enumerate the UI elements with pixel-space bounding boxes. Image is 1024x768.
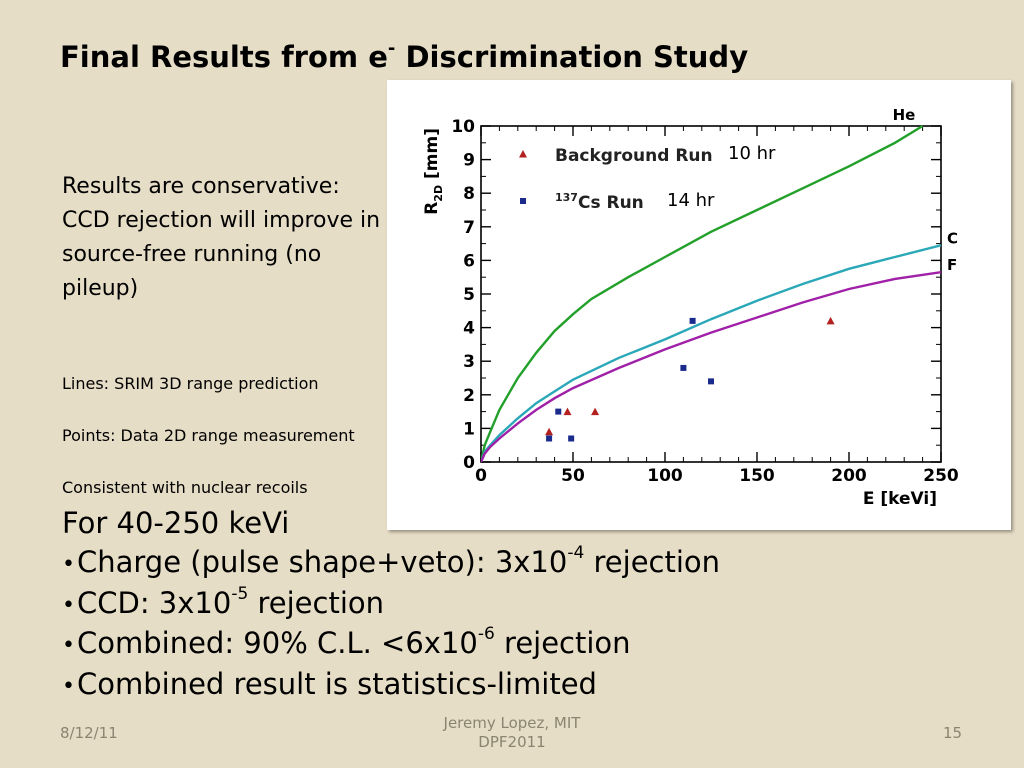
curve-f bbox=[481, 271, 941, 462]
legend-duration: 10 hr bbox=[728, 143, 776, 164]
curve-c bbox=[481, 244, 941, 462]
y-tick-label: 9 bbox=[463, 151, 475, 171]
y-axis-label: R2D [mm] bbox=[422, 128, 445, 215]
bullet-tail: rejection bbox=[248, 586, 385, 620]
bullet-text: Combined result is statistics-limited bbox=[76, 667, 597, 701]
range-heading: For 40-250 keVi bbox=[62, 506, 290, 540]
data-point-cs bbox=[680, 364, 687, 371]
data-point-cs bbox=[708, 378, 714, 385]
data-point-cs bbox=[568, 435, 575, 442]
legend-duration: 14 hr bbox=[667, 190, 715, 211]
x-tick-label: 150 bbox=[739, 466, 775, 486]
curve-label-c: C bbox=[947, 229, 958, 247]
footer-author: Jeremy Lopez, MIT DPF2011 bbox=[412, 714, 612, 752]
legend-marker-cs bbox=[520, 198, 526, 204]
y-tick-label: 5 bbox=[463, 285, 475, 305]
bullet-exponent: -6 bbox=[477, 624, 495, 644]
footer-date: 8/12/11 bbox=[60, 724, 118, 742]
curve-label-he: He bbox=[893, 106, 916, 124]
chart-svg: 0 50 100 150 200 250 0 1 2 3 4 5 6 7 8 9 10 E [keVi] R2D [… bbox=[422, 106, 959, 509]
bullet-exponent: -4 bbox=[567, 543, 585, 563]
data-point-background bbox=[591, 407, 600, 416]
y-tick-label: 10 bbox=[451, 117, 475, 137]
y-tick-label: 8 bbox=[463, 184, 475, 204]
y-tick-label: 6 bbox=[463, 251, 475, 271]
bullet-tail: rejection bbox=[584, 545, 721, 579]
bullet-dot: • bbox=[62, 551, 75, 577]
note-points: Points: Data 2D range measurement bbox=[62, 426, 355, 445]
slide-title: Final Results from e- Discrimination Stu… bbox=[60, 38, 749, 74]
results-paragraph: Results are conservative: CCD rejection … bbox=[62, 174, 381, 301]
bullet-item: •Charge (pulse shape+veto): 3x10-4 rejec… bbox=[62, 543, 721, 579]
bullet-item: •CCD: 3x10-5 rejection bbox=[62, 584, 385, 620]
y-tick-label: 2 bbox=[463, 386, 475, 406]
bullet-dot: • bbox=[62, 632, 75, 658]
x-axis-label: E [keVi] bbox=[863, 489, 937, 509]
footer-page-number: 15 bbox=[943, 724, 963, 742]
bullet-item: •Combined result is statistics-limited bbox=[62, 667, 597, 701]
legend-label: 137Cs Run bbox=[555, 191, 644, 213]
curve-label-f: F bbox=[947, 256, 957, 274]
data-point-background bbox=[545, 427, 554, 436]
footer-author-line1: Jeremy Lopez, MIT bbox=[443, 714, 581, 732]
legend-label: Background Run bbox=[555, 146, 713, 166]
y-tick-label: 3 bbox=[463, 352, 475, 372]
footer-author-line2: DPF2011 bbox=[478, 733, 546, 751]
data-point-cs bbox=[546, 435, 553, 442]
x-tick-label: 250 bbox=[923, 466, 959, 486]
y-tick-label: 7 bbox=[463, 218, 475, 238]
x-tick-label: 0 bbox=[475, 466, 487, 486]
data-point-cs bbox=[689, 317, 696, 324]
note-lines: Lines: SRIM 3D range prediction bbox=[62, 374, 319, 393]
data-point-background bbox=[563, 407, 572, 416]
bullet-text: CCD: 3x10 bbox=[76, 586, 232, 620]
x-tick-label: 200 bbox=[831, 466, 867, 486]
bullet-dot: • bbox=[62, 673, 75, 699]
bullet-exponent: -5 bbox=[231, 584, 249, 604]
bullet-item: •Combined: 90% C.L. <6x10-6 rejection bbox=[62, 624, 631, 660]
y-tick-label: 4 bbox=[463, 319, 475, 339]
range-chart: 0 50 100 150 200 250 0 1 2 3 4 5 6 7 8 9 10 E [keVi] R2D [… bbox=[387, 80, 1011, 530]
x-tick-label: 50 bbox=[561, 466, 585, 486]
x-tick-label: 100 bbox=[647, 466, 683, 486]
bullet-text: Charge (pulse shape+veto): 3x10 bbox=[76, 545, 568, 579]
y-tick-label: 1 bbox=[463, 419, 475, 439]
plot-frame bbox=[480, 125, 942, 463]
curve-he bbox=[481, 124, 924, 462]
note-consistent: Consistent with nuclear recoils bbox=[62, 478, 308, 497]
legend-marker-background bbox=[519, 150, 527, 158]
bullet-tail: rejection bbox=[494, 626, 631, 660]
data-point-background bbox=[826, 316, 835, 325]
data-point-cs bbox=[555, 408, 562, 415]
bullet-text: Combined: 90% C.L. <6x10 bbox=[76, 626, 478, 660]
bullet-dot: • bbox=[62, 592, 75, 618]
y-tick-label: 0 bbox=[463, 453, 475, 473]
